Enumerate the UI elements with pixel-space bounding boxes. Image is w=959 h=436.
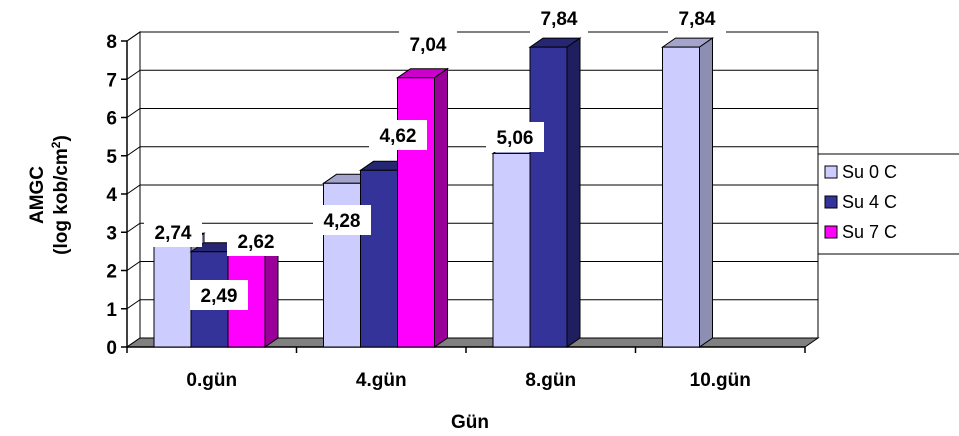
gridline bbox=[126, 31, 818, 42]
gridline bbox=[126, 146, 818, 157]
y-axis-title-line2: (log kob/cm2) bbox=[49, 135, 72, 255]
y-tick-label: 5 bbox=[106, 147, 117, 168]
data-label-box bbox=[190, 280, 248, 310]
data-label-box bbox=[399, 29, 457, 59]
data-label-box bbox=[227, 226, 285, 256]
legend: Su 0 C Su 4 C Su 7 C bbox=[817, 153, 959, 255]
y-axis-title-line1: AMGC bbox=[27, 166, 48, 224]
data-label: 4,28 bbox=[324, 211, 361, 232]
bar-front bbox=[153, 241, 192, 348]
data-label-box bbox=[530, 3, 588, 33]
gridlines bbox=[126, 31, 818, 310]
data-label: 7,84 bbox=[541, 9, 578, 30]
x-tick-label: 4.gün bbox=[356, 370, 407, 391]
legend-box bbox=[817, 153, 959, 255]
bar-front bbox=[492, 152, 531, 348]
x-axis-title: Gün bbox=[451, 412, 489, 433]
bar-side bbox=[566, 37, 581, 348]
data-label-box bbox=[369, 120, 427, 150]
tick-labels: 0 1 2 3 4 5 6 7 8 0.gün 4.gün 8.gün 10.gün bbox=[106, 32, 750, 391]
gridline bbox=[126, 184, 818, 195]
bar-front bbox=[662, 46, 700, 348]
bar-front bbox=[529, 46, 568, 348]
data-label-box bbox=[313, 205, 371, 235]
y-axis-title-sup: 2 bbox=[49, 141, 63, 148]
gridline bbox=[126, 299, 818, 310]
data-labels: 2,74 4,28 5,06 7,84 2,49 4,62 7,84 2,62 7,04 bbox=[144, 3, 726, 310]
gridline bbox=[126, 261, 818, 271]
legend-swatch bbox=[824, 225, 838, 239]
legend-swatch bbox=[824, 195, 838, 209]
y-tick-label: 1 bbox=[106, 300, 117, 321]
y-tick-label: 7 bbox=[106, 70, 117, 91]
data-label: 7,84 bbox=[679, 9, 716, 30]
bar-front bbox=[360, 169, 398, 348]
data-label-box bbox=[144, 217, 202, 247]
y-tick-label: 8 bbox=[106, 32, 117, 53]
bar bbox=[660, 37, 715, 348]
y-axis-title: AMGC (log kob/cm2) bbox=[27, 135, 72, 255]
data-label: 7,04 bbox=[410, 35, 447, 56]
legend-label: Su 7 C bbox=[842, 222, 897, 242]
y-tick-label: 3 bbox=[106, 223, 117, 244]
data-label: 2,49 bbox=[201, 286, 238, 307]
data-label-box bbox=[668, 3, 726, 33]
bar bbox=[528, 37, 582, 348]
bar-side bbox=[699, 37, 713, 348]
legend-swatch bbox=[824, 165, 838, 179]
data-label: 4,62 bbox=[380, 126, 417, 147]
x-tick-label: 8.gün bbox=[525, 370, 576, 391]
gridline bbox=[126, 222, 818, 233]
bar-side bbox=[434, 67, 448, 348]
x-tick-label: 0.gün bbox=[186, 370, 237, 391]
data-label: 2,62 bbox=[238, 232, 275, 253]
bar-front bbox=[397, 77, 435, 348]
data-label: 5,06 bbox=[497, 128, 534, 149]
gridline bbox=[126, 108, 818, 118]
y-tick-label: 6 bbox=[106, 109, 117, 130]
legend-label: Su 0 C bbox=[842, 162, 897, 182]
gridline bbox=[126, 69, 818, 80]
data-label-box bbox=[486, 122, 544, 152]
data-label: 2,74 bbox=[155, 223, 192, 244]
y-axis-title-unit: (log kob/cm bbox=[51, 148, 72, 255]
y-tick-label: 4 bbox=[106, 185, 117, 206]
y-tick-label: 2 bbox=[106, 262, 117, 283]
bar bbox=[395, 67, 450, 348]
y-axis-title-close: ) bbox=[51, 135, 72, 141]
y-tick-label: 0 bbox=[106, 338, 117, 359]
x-tick-label: 10.gün bbox=[690, 370, 751, 391]
legend-label: Su 4 C bbox=[842, 192, 897, 212]
